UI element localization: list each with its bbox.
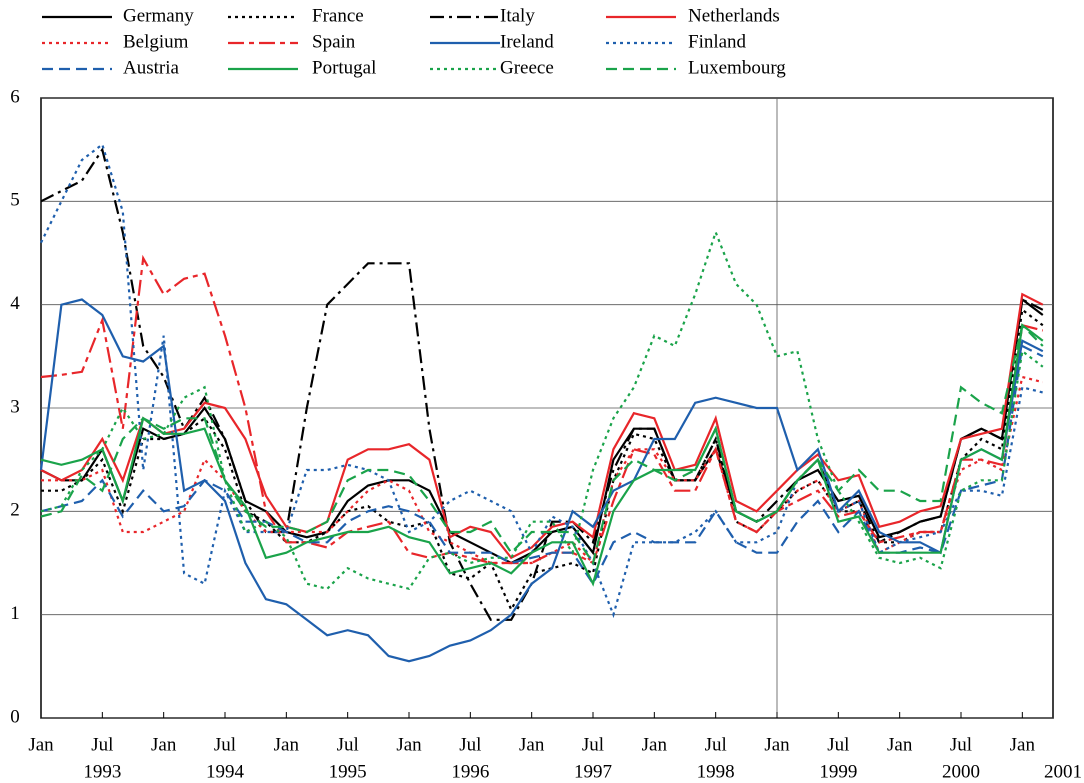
series-line — [40, 297, 1044, 565]
y-tick-label: 1 — [10, 603, 20, 624]
x-year-label: 1993 — [83, 761, 121, 782]
x-tick-label: Jan — [764, 734, 790, 755]
y-tick-label: 4 — [10, 293, 20, 314]
x-tick-label: Jan — [642, 734, 668, 755]
x-tick-label: Jul — [582, 734, 604, 755]
x-year-label: 1996 — [451, 761, 489, 782]
x-tick-label: Jan — [151, 734, 177, 755]
x-year-label: 1997 — [574, 761, 612, 782]
x-tick-label: Jan — [1010, 734, 1036, 755]
x-year-label: 1995 — [329, 761, 367, 782]
x-tick-label: Jan — [887, 734, 913, 755]
x-tick-label: Jul — [214, 734, 236, 755]
x-tick-label: Jan — [519, 734, 545, 755]
x-year-label: 1998 — [697, 761, 735, 782]
legend-label: Belgium — [123, 31, 189, 52]
series-line — [41, 375, 1044, 566]
series-line — [40, 323, 1044, 566]
x-tick-label: Jul — [950, 734, 972, 755]
y-tick-label: 5 — [10, 190, 20, 211]
legend-label: Ireland — [500, 31, 554, 52]
x-tick-label: Jul — [459, 734, 481, 755]
x-tick-label: Jul — [827, 734, 849, 755]
x-year-label: 1994 — [206, 761, 245, 782]
legend-label: Greece — [500, 57, 554, 78]
x-year-label: 2001 — [1044, 761, 1082, 782]
series-line — [40, 254, 1044, 565]
series-line — [39, 298, 1044, 663]
legend-label: Netherlands — [688, 5, 780, 26]
series-line — [40, 323, 1044, 587]
x-tick-label: Jan — [28, 734, 54, 755]
legend-label: Finland — [688, 31, 747, 52]
series-line — [40, 229, 1044, 591]
series-line — [40, 292, 1044, 560]
y-tick-label: 2 — [10, 500, 20, 521]
legend-label: Luxembourg — [688, 57, 786, 78]
legend-label: Spain — [312, 31, 356, 52]
legend-label: Austria — [123, 57, 180, 78]
y-tick-label: 6 — [10, 86, 20, 107]
series-line — [40, 142, 1044, 619]
x-tick-label: Jul — [91, 734, 113, 755]
legend-label: France — [312, 5, 364, 26]
series-line — [40, 146, 1044, 621]
legend-label: Italy — [500, 5, 535, 26]
x-tick-label: Jul — [337, 734, 359, 755]
y-tick-label: 0 — [10, 706, 20, 727]
series-line — [41, 307, 1044, 612]
x-tick-label: Jan — [396, 734, 422, 755]
x-year-label: 1999 — [819, 761, 857, 782]
x-tick-label: Jul — [705, 734, 727, 755]
legend-label: Germany — [123, 5, 194, 26]
x-tick-label: Jan — [274, 734, 300, 755]
legend-label: Portugal — [312, 57, 376, 78]
x-year-label: 2000 — [942, 761, 980, 782]
y-tick-label: 3 — [10, 396, 20, 417]
